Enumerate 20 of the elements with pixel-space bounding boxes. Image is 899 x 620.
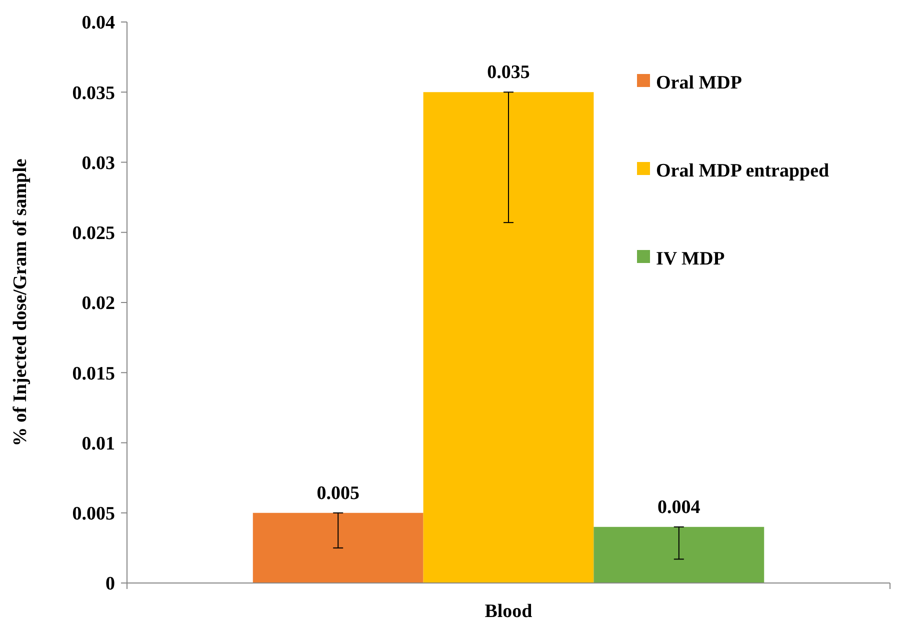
- y-tick-label: 0: [106, 574, 115, 595]
- y-tick-label: 0.01: [82, 433, 115, 454]
- bar: [252, 512, 424, 583]
- y-tick-label: 0.04: [82, 12, 116, 34]
- y-tick-label: 0.025: [72, 223, 115, 244]
- data-label: 0.004: [658, 496, 701, 518]
- legend-label: Oral MDP entrapped: [656, 160, 830, 182]
- data-label: 0.035: [487, 62, 530, 84]
- legend-label: Oral MDP: [656, 72, 742, 94]
- data-label: 0.005: [316, 482, 360, 504]
- y-tick-label: 0.005: [72, 504, 115, 525]
- bar: [423, 92, 594, 583]
- y-axis-title: % of Injected dose/Gram of sample: [10, 158, 31, 446]
- y-tick-label: 0.015: [72, 363, 115, 384]
- x-tick-label: Blood: [484, 601, 533, 620]
- bar: [594, 526, 764, 583]
- legend-label: IV MDP: [656, 248, 726, 270]
- y-tick-label: 0.035: [72, 82, 115, 104]
- y-tick-label: 0.03: [82, 152, 115, 174]
- y-tick-label: 0.02: [82, 293, 115, 314]
